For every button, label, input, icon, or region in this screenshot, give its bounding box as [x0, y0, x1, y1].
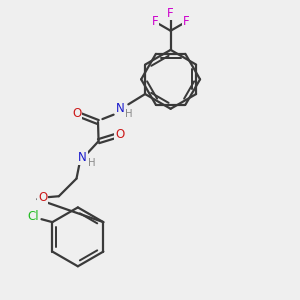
Text: F: F: [152, 15, 159, 28]
Text: O: O: [38, 191, 47, 204]
Text: H: H: [125, 109, 133, 119]
Text: O: O: [72, 107, 81, 120]
Text: F: F: [183, 15, 189, 28]
Text: O: O: [115, 128, 124, 141]
Text: N: N: [116, 102, 124, 115]
Text: F: F: [167, 7, 174, 20]
Text: N: N: [78, 151, 87, 164]
Text: H: H: [88, 158, 96, 168]
Text: Cl: Cl: [27, 210, 39, 223]
